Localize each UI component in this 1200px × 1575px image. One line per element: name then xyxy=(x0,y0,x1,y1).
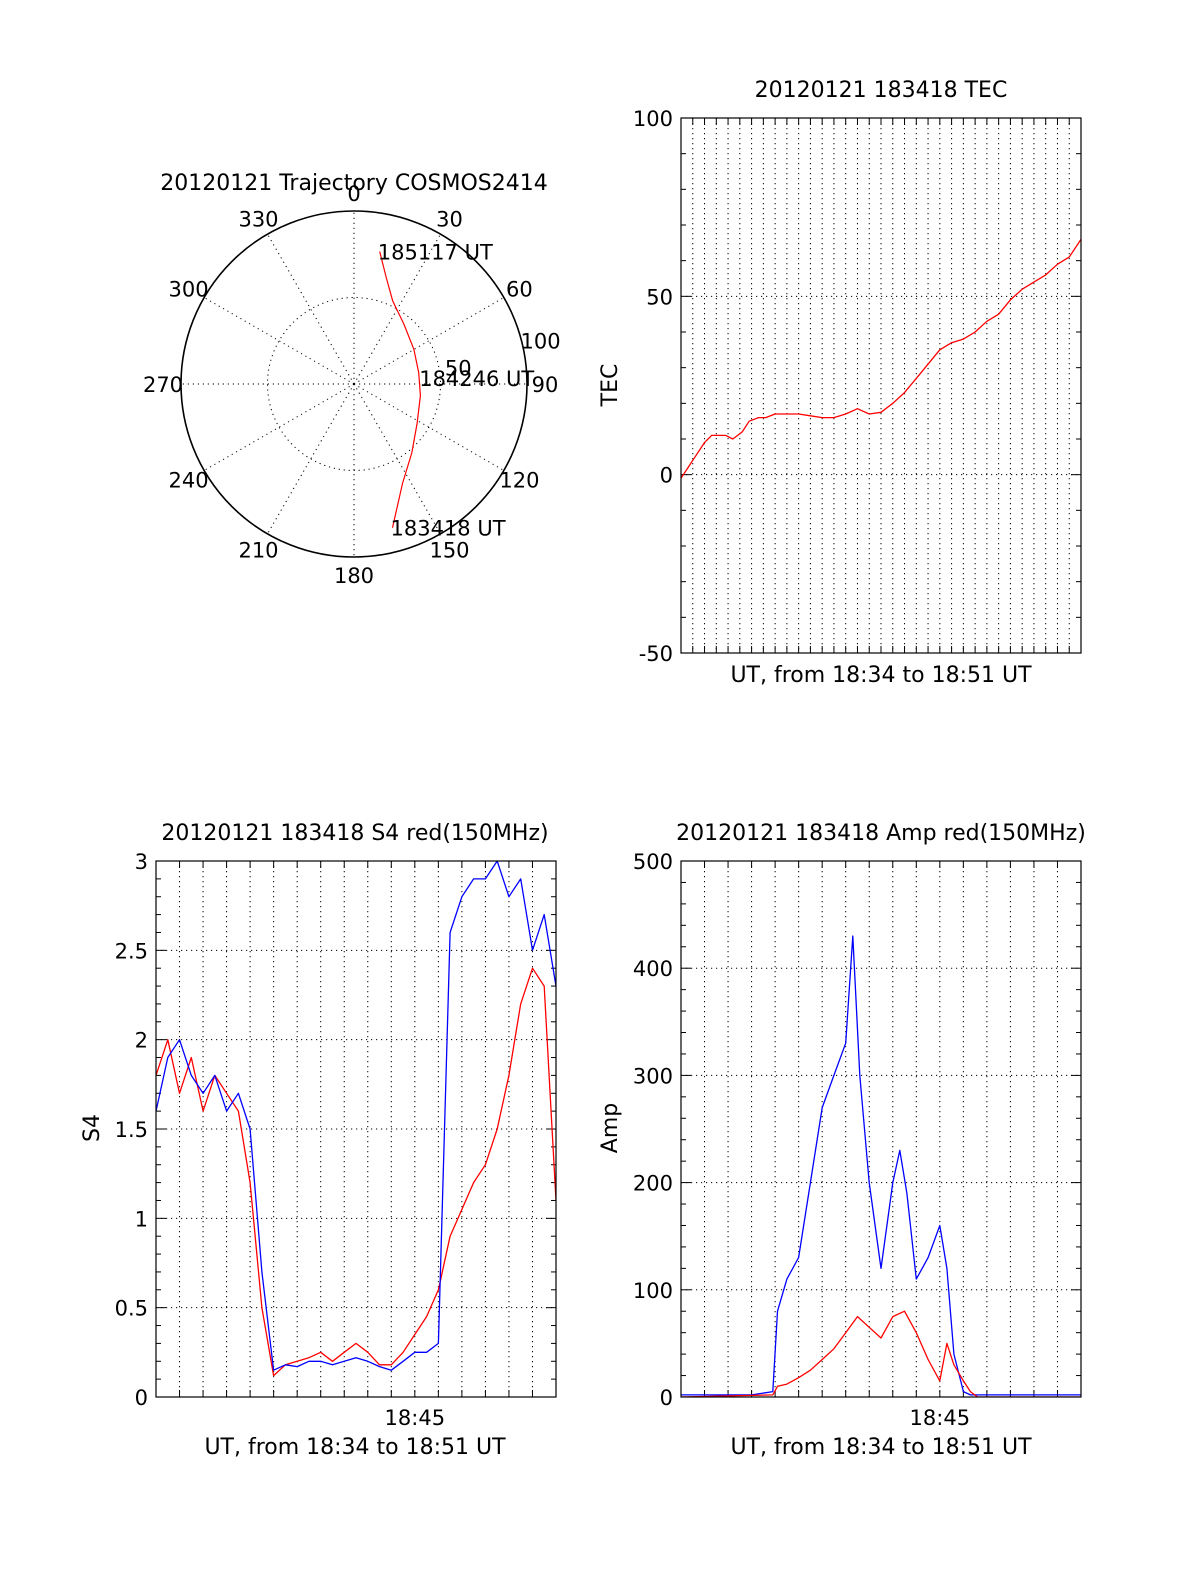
y-tick-label: 0 xyxy=(660,1386,673,1410)
y-tick-label: 400 xyxy=(633,957,673,981)
amp-plot-area: 0 100 200 300 400 500 18:45 xyxy=(633,850,1082,1430)
series-group xyxy=(681,935,1081,1397)
series-line-s4-red xyxy=(156,967,556,1377)
y-tick-label: 1 xyxy=(135,1207,148,1231)
amp-panel: 20120121 183418 Amp red(150MHz) 0 100 200 3… xyxy=(598,821,1086,1460)
x-tick-label: 18:45 xyxy=(910,1406,971,1430)
polar-radial-label: 50 xyxy=(445,356,472,380)
polar-grid-spoke xyxy=(203,297,355,385)
series-line-tec xyxy=(681,238,1081,479)
polar-trajectory-line xyxy=(379,251,422,528)
s4-y-label: S4 xyxy=(80,1114,105,1142)
polar-radial-label: 100 xyxy=(520,330,560,354)
polar-azimuth-label: 210 xyxy=(238,538,278,562)
plot-frame xyxy=(680,860,1082,1398)
y-tick-label: 2 xyxy=(135,1029,148,1053)
tec-x-label: UT, from 18:34 to 18:51 UT xyxy=(730,663,1032,688)
y-tick-label: 2.5 xyxy=(115,939,148,963)
polar-azimuth-label: 240 xyxy=(169,469,209,493)
y-tick-label: 0.5 xyxy=(115,1297,148,1321)
series-line-s4-blue xyxy=(156,861,556,1371)
y-tick-label: 100 xyxy=(633,107,673,131)
series-group xyxy=(681,238,1081,479)
plot-frame xyxy=(155,860,557,1398)
y-tick-label: 100 xyxy=(633,1279,673,1303)
polar-azimuth-label: 300 xyxy=(169,278,209,302)
s4-panel: 20120121 183418 S4 red(150MHz) 0 0.5 1 1.5 2… xyxy=(80,821,557,1460)
y-tick-label: 500 xyxy=(633,850,673,874)
s4-title: 20120121 183418 S4 red(150MHz) xyxy=(161,821,548,846)
series-line-amp-red xyxy=(681,1310,1081,1397)
amp-y-label: Amp xyxy=(598,1103,623,1153)
s4-x-label: UT, from 18:34 to 18:51 UT xyxy=(204,1435,506,1460)
polar-azimuth-label: 150 xyxy=(429,538,469,562)
amp-x-label: UT, from 18:34 to 18:51 UT xyxy=(730,1435,1032,1460)
y-tick-label: -50 xyxy=(639,642,673,666)
polar-grid-circle xyxy=(267,297,441,471)
polar-azimuth-label: 270 xyxy=(143,373,183,397)
x-tick-label: 18:45 xyxy=(385,1406,446,1430)
polar-outer-circle xyxy=(180,210,528,558)
polar-radial-labels: 50 100 xyxy=(445,330,561,381)
tec-y-label: TEC xyxy=(598,364,623,408)
y-tick-label: 50 xyxy=(646,285,673,309)
amp-title: 20120121 183418 Amp red(150MHz) xyxy=(676,821,1086,846)
polar-annotations: 185117 UT 184246 UT 183418 UT xyxy=(378,241,535,541)
polar-grid xyxy=(180,210,528,558)
polar-azimuth-label: 90 xyxy=(532,373,559,397)
polar-trajectory-series xyxy=(379,251,422,528)
y-tick-label: 0 xyxy=(135,1386,148,1410)
polar-time-annotation: 183418 UT xyxy=(391,517,506,541)
trajectory-polar-plot: 20120121 Trajectory COSMOS2414 0 30 60 90 12… xyxy=(143,171,561,588)
polar-time-annotation: 184246 UT xyxy=(419,367,534,391)
polar-title: 20120121 Trajectory COSMOS2414 xyxy=(160,171,547,196)
polar-azimuth-label: 60 xyxy=(506,278,533,302)
tec-panel: 20120121 183418 TEC -50 0 50 100 UT, from 1… xyxy=(598,78,1082,688)
polar-azimuth-label: 180 xyxy=(334,564,374,588)
y-tick-label: 3 xyxy=(135,850,148,874)
polar-azimuth-label: 30 xyxy=(436,208,463,232)
polar-time-annotation: 185117 UT xyxy=(378,241,493,265)
y-tick-label: 200 xyxy=(633,1172,673,1196)
polar-grid-spoke xyxy=(267,233,355,385)
y-tick-label: 1.5 xyxy=(115,1118,148,1142)
polar-azimuth-labels: 0 30 60 90 120 150 180 210 240 270 300 330 xyxy=(143,182,558,588)
series-group xyxy=(156,861,556,1377)
polar-azimuth-label: 120 xyxy=(499,469,539,493)
polar-azimuth-label: 330 xyxy=(238,208,278,232)
polar-azimuth-label: 0 xyxy=(347,182,360,206)
series-line-amp-blue xyxy=(681,935,1081,1396)
plot-frame xyxy=(680,117,1082,654)
y-tick-label: 0 xyxy=(660,464,673,488)
s4-plot-area: 0 0.5 1 1.5 2 2.5 3 18:45 xyxy=(115,850,557,1430)
tec-title: 20120121 183418 TEC xyxy=(755,78,1008,103)
y-tick-label: 300 xyxy=(633,1064,673,1088)
tec-plot-area: -50 0 50 100 xyxy=(633,107,1082,666)
